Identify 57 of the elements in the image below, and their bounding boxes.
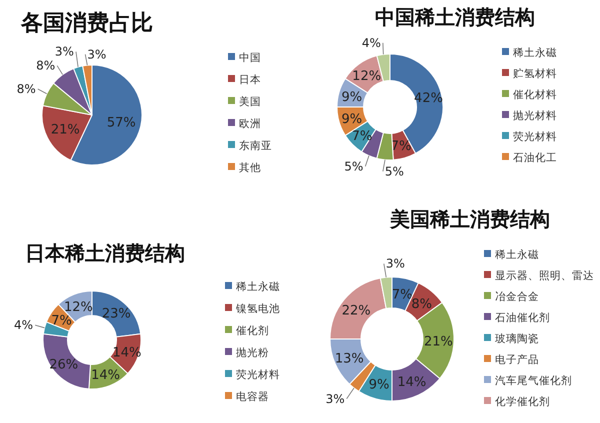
- legend-label: 贮氢材料: [513, 67, 557, 80]
- data-label: 8%: [411, 297, 432, 312]
- legend-label: 电子产品: [495, 353, 539, 366]
- legend-label: 催化材料: [513, 88, 557, 101]
- legend-label: 稀土永磁: [513, 46, 557, 59]
- legend-label: 催化剂: [236, 324, 269, 337]
- legend-label: 玻璃陶瓷: [495, 332, 539, 345]
- chart-title: 各国消费占比: [20, 11, 153, 36]
- legend-label: 稀土永磁: [236, 280, 280, 293]
- data-label: 5%: [384, 164, 404, 178]
- data-label: 7%: [392, 288, 412, 303]
- legend-label: 化学催化剂: [495, 395, 550, 408]
- legend-label: 电容器: [236, 390, 269, 403]
- data-label: 21%: [424, 334, 453, 350]
- legend-label: 荧光材料: [236, 368, 280, 381]
- chart-title: 日本稀土消费结构: [25, 241, 185, 265]
- data-label: 22%: [342, 303, 371, 318]
- data-label: 7%: [51, 313, 72, 328]
- data-label: 7%: [352, 129, 372, 144]
- data-label: 13%: [334, 351, 364, 366]
- data-label: 9%: [342, 90, 362, 105]
- data-label: 14%: [397, 375, 426, 390]
- data-label: 4%: [14, 318, 34, 332]
- data-label: 14%: [91, 368, 120, 384]
- legend-label: 东南亚: [239, 139, 272, 152]
- data-label: 23%: [102, 306, 131, 322]
- data-label: 3%: [326, 392, 345, 406]
- chart-title: 中国稀土消费结构: [375, 5, 535, 29]
- data-label: 26%: [49, 357, 78, 372]
- legend-label: 石油化工: [513, 151, 557, 164]
- legend-label: 欧洲: [239, 117, 261, 130]
- legend-label: 美国: [239, 95, 261, 108]
- data-label: 9%: [342, 112, 362, 128]
- data-label: 8%: [36, 58, 56, 73]
- legend-label: 稀土永磁: [495, 248, 539, 261]
- legend-label: 冶金合金: [495, 290, 539, 303]
- legend-label: 石油催化剂: [495, 311, 550, 324]
- data-label: 21%: [50, 122, 80, 138]
- data-label: 3%: [54, 44, 74, 59]
- data-label: 12%: [352, 68, 382, 84]
- data-label: 9%: [368, 378, 390, 393]
- data-label: 4%: [362, 36, 381, 50]
- data-label: 5%: [344, 159, 364, 174]
- data-label: 3%: [87, 47, 106, 62]
- chart-title: 美国稀土消费结构: [389, 207, 550, 231]
- legend-label: 汽车尾气催化剂: [495, 374, 572, 387]
- legend-label: 抛光材料: [513, 109, 557, 122]
- data-label: 3%: [386, 256, 405, 271]
- legend-label: 镍氢电池: [235, 302, 280, 315]
- legend-label: 日本: [239, 73, 261, 86]
- legend-label: 荧光材料: [513, 130, 557, 143]
- data-label: 57%: [106, 116, 136, 131]
- legend-label: 抛光粉: [236, 346, 269, 359]
- legend-label: 显示器、照明、雷达: [495, 269, 594, 282]
- legend-label: 其他: [239, 161, 261, 174]
- data-label: 8%: [16, 82, 36, 96]
- legend-label: 中国: [239, 51, 261, 64]
